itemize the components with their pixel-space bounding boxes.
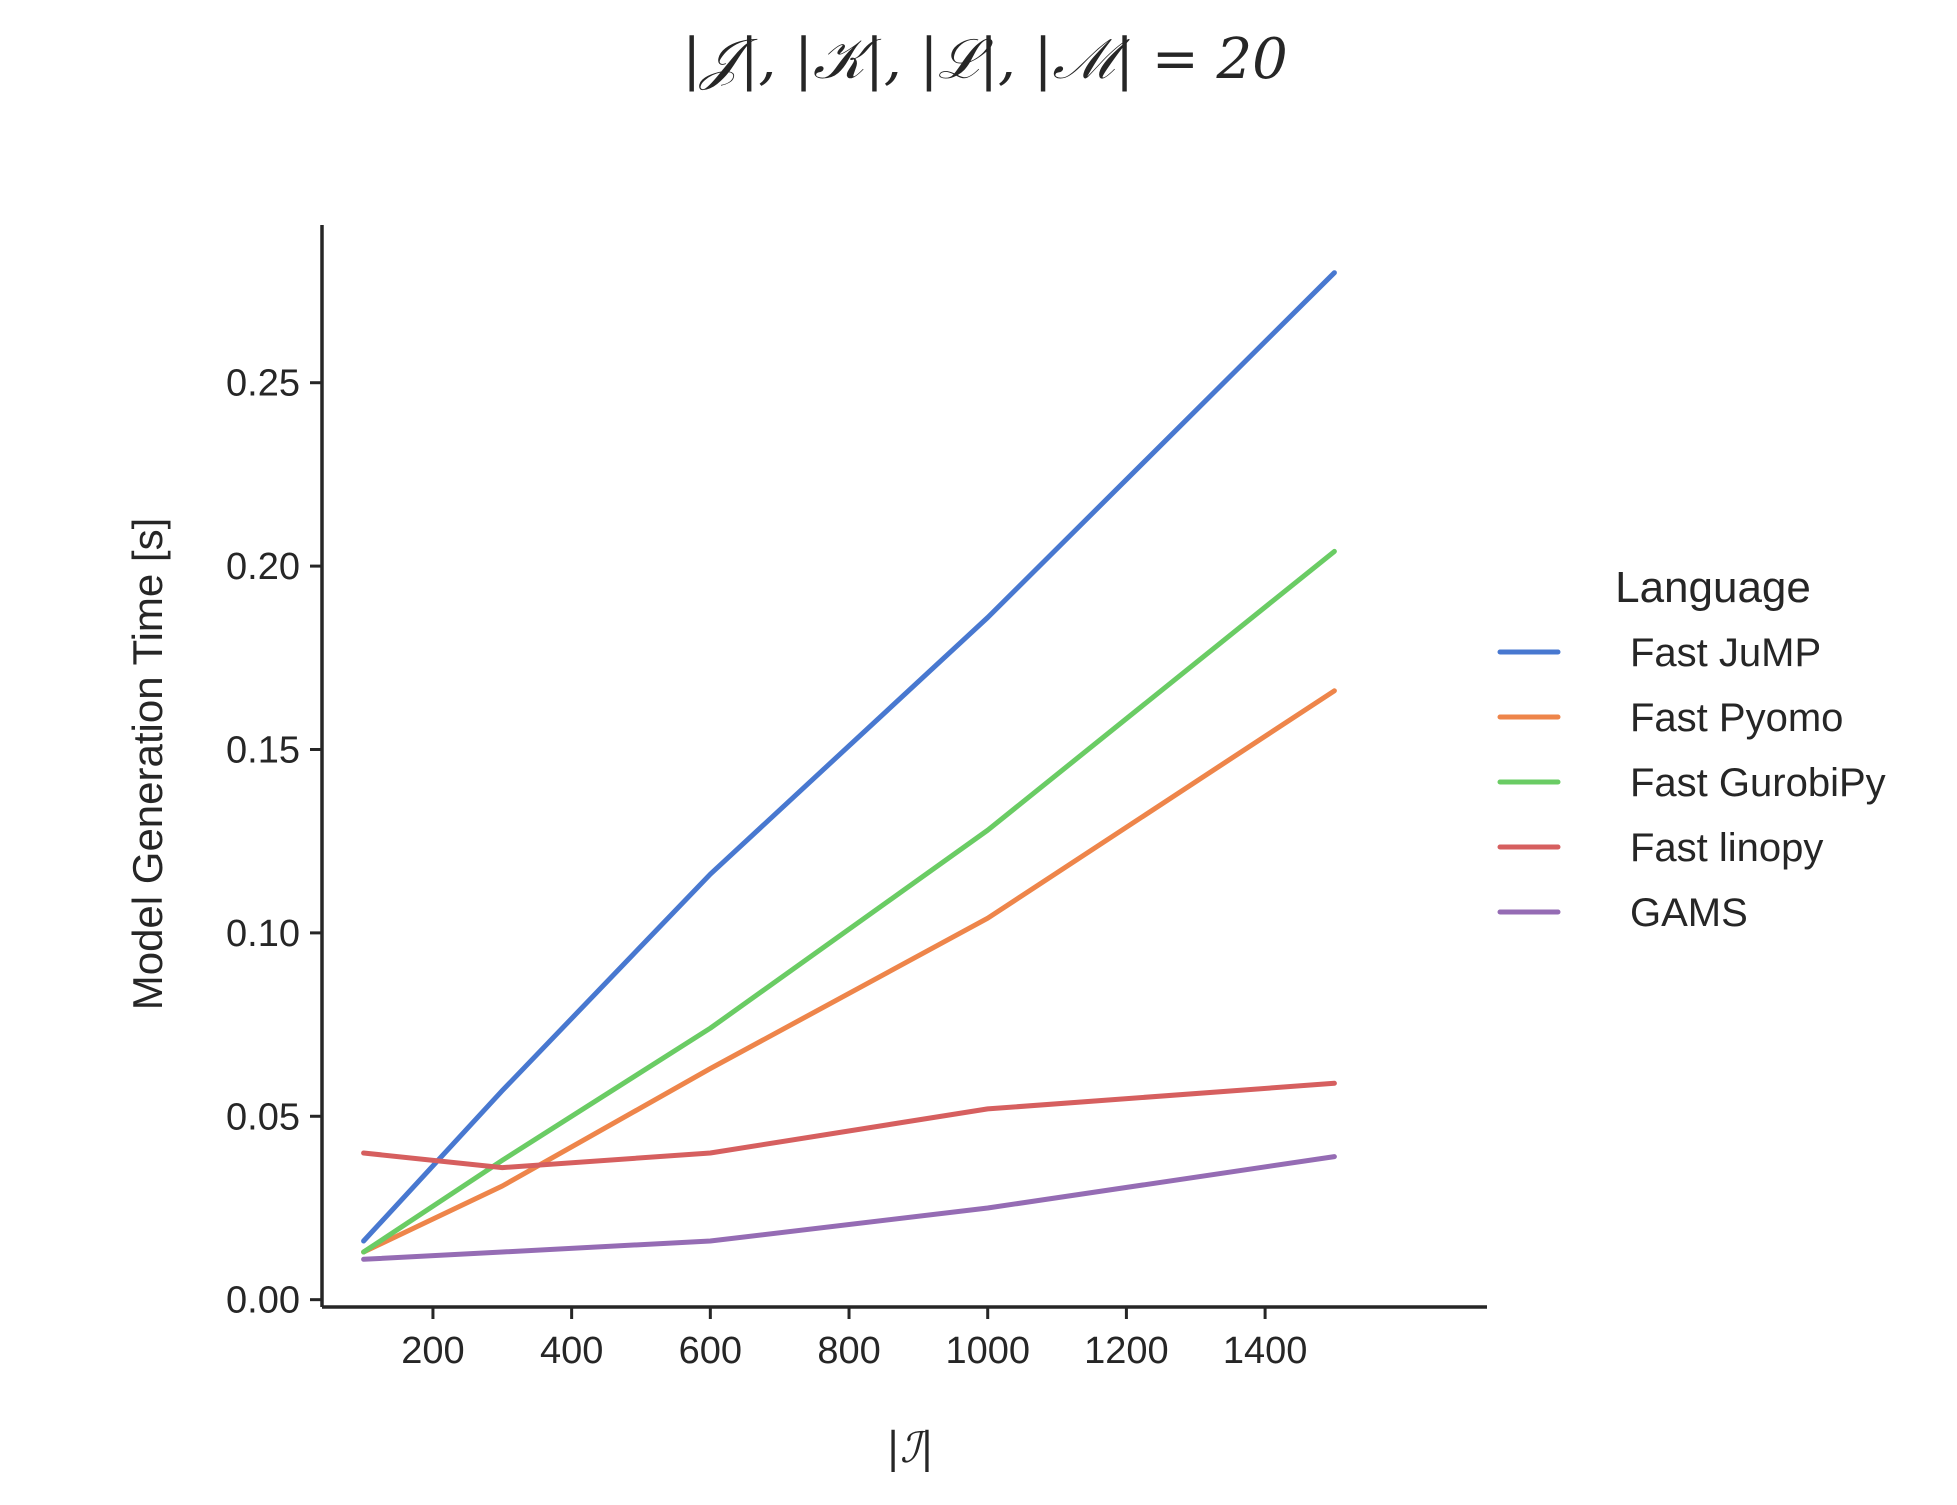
x-tick-label: 800 [817,1330,880,1372]
legend-title: Language [1615,563,1811,612]
y-tick-label: 0.10 [226,913,300,955]
x-tick-label: 1400 [1223,1330,1308,1372]
x-tick-label: 1000 [945,1330,1030,1372]
series-line-fast-linopy [361,1080,1337,1171]
y-axis-label: Model Generation Time [s] [124,518,171,1011]
y-tick-label: 0.15 [226,729,300,771]
series-line-fast-gurobipy [361,548,1337,1255]
series-line-fast-jump [361,270,1337,1244]
y-tick-label: 0.05 [226,1096,300,1138]
plot-area: 0.00 0.05 0.10 0.15 0.20 0.25 200 400 600 800 1000… [226,225,1487,1372]
x-tick-label: 400 [540,1330,603,1372]
x-axis-label: |ℐ| [886,1423,934,1472]
chart-title: |𝒥|, |𝒦|, |ℒ|, |ℳ| = 20 [682,27,1288,92]
legend-label-fast-jump: Fast JuMP [1630,631,1821,675]
y-tick-label: 0.25 [226,363,300,405]
series-line-fast-pyomo [361,688,1337,1255]
legend-label-fast-pyomo: Fast Pyomo [1630,696,1843,740]
series-line-gams [361,1154,1337,1262]
x-tick-label: 600 [679,1330,742,1372]
x-tick-label: 1200 [1084,1330,1169,1372]
legend-label-fast-linopy: Fast linopy [1630,826,1823,870]
y-tick-label: 0.20 [226,546,300,588]
x-tick-label: 200 [401,1330,464,1372]
legend-label-fast-gurobipy: Fast GurobiPy [1630,761,1886,805]
legend-label-gams: GAMS [1630,891,1748,935]
y-tick-label: 0.00 [226,1280,300,1322]
legend: Language Fast JuMP Fast Pyomo Fast GurobiP… [1497,563,1886,935]
